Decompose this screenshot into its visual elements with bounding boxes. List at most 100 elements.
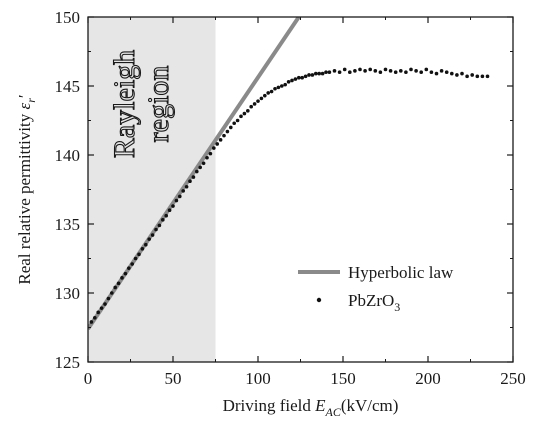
data-point [113,285,117,290]
data-point [140,247,145,251]
data-point [120,276,124,280]
data-point [320,71,325,76]
data-point [208,151,213,156]
data-point [429,70,434,74]
y-tick-label: 130 [55,284,81,303]
x-axis-subscript: AC [325,405,342,419]
data-point [342,67,347,72]
x-axis-title: Driving field EAC(kV/cm) [223,396,399,419]
rayleigh-region-layer [88,17,216,362]
y-axis-subscript: r [24,98,38,103]
data-point [256,99,260,103]
data-point [286,80,291,84]
y-axis-label-text: Real relative permittivity [15,113,34,284]
x-axis-unit: (kV/cm) [341,396,399,415]
x-tick-label: 250 [500,369,526,388]
data-point [314,71,318,76]
data-point [444,70,449,74]
data-point [290,78,294,83]
data-point [157,223,162,228]
data-point [232,121,236,126]
data-point [106,296,111,301]
data-point [235,118,240,123]
data-point [263,93,267,98]
data-point [307,73,311,77]
data-point [475,74,480,79]
region-label-line1: Rayleigh [108,50,141,158]
data-point [439,69,444,73]
data-point [130,262,134,266]
data-point [293,77,298,81]
series-group [88,17,490,330]
x-tick-label: 0 [84,369,93,388]
legend-label-pbzro3: PbZrO3 [348,291,400,314]
data-point [450,71,454,76]
data-point [249,104,253,109]
data-point [409,67,413,72]
data-point [337,70,342,74]
data-point [434,71,439,76]
data-point [178,194,182,199]
data-point [99,306,104,310]
data-point [154,227,158,232]
legend-label-pbzro3-text: PbZrO [348,291,394,310]
y-tick-label: 140 [55,146,81,165]
data-point [127,266,131,270]
data-point [358,67,362,72]
x-tick-label: 150 [330,369,356,388]
data-point [470,73,475,77]
data-point [167,208,172,212]
data-point [89,320,94,324]
data-point [280,84,284,88]
data-point [242,111,247,116]
data-point [273,86,277,91]
data-point [378,70,383,74]
data-point [174,198,179,203]
data-point [317,71,322,76]
data-point [181,189,185,193]
data-point [246,109,250,113]
data-point [424,67,429,72]
data-point [276,85,281,90]
data-point [201,161,206,166]
data-point [480,74,485,79]
y-axis-symbol: ε [15,102,34,109]
data-point [229,125,233,130]
data-point [195,169,199,174]
data-point [460,71,464,76]
data-point [147,237,151,241]
data-point [266,91,271,95]
data-point [198,165,202,170]
data-point [399,69,403,73]
rayleigh-region-shading [88,17,216,362]
data-point [150,233,155,237]
data-point [218,138,223,142]
y-axis-title: Real relative permittivity εr′ [15,94,38,284]
data-point [283,82,288,87]
data-point [485,74,490,79]
data-point [191,175,196,179]
region-label-line2: region [142,66,175,143]
data-point [303,74,308,79]
data-point [383,67,388,72]
data-point [324,70,328,74]
data-point [252,102,257,106]
data-point [363,69,367,73]
data-point [327,70,332,74]
data-point [171,204,175,208]
x-tick-label: 200 [415,369,441,388]
data-point [414,69,418,73]
data-point [404,70,408,74]
data-point [297,75,301,80]
data-point [188,179,192,184]
data-point [164,213,168,218]
data-point [110,291,114,295]
y-tick-label: 135 [55,215,81,234]
data-point [123,271,128,276]
data-point [388,69,393,73]
data-point [96,310,100,315]
data-point [103,302,107,306]
data-point [393,70,398,74]
data-point [116,281,121,286]
